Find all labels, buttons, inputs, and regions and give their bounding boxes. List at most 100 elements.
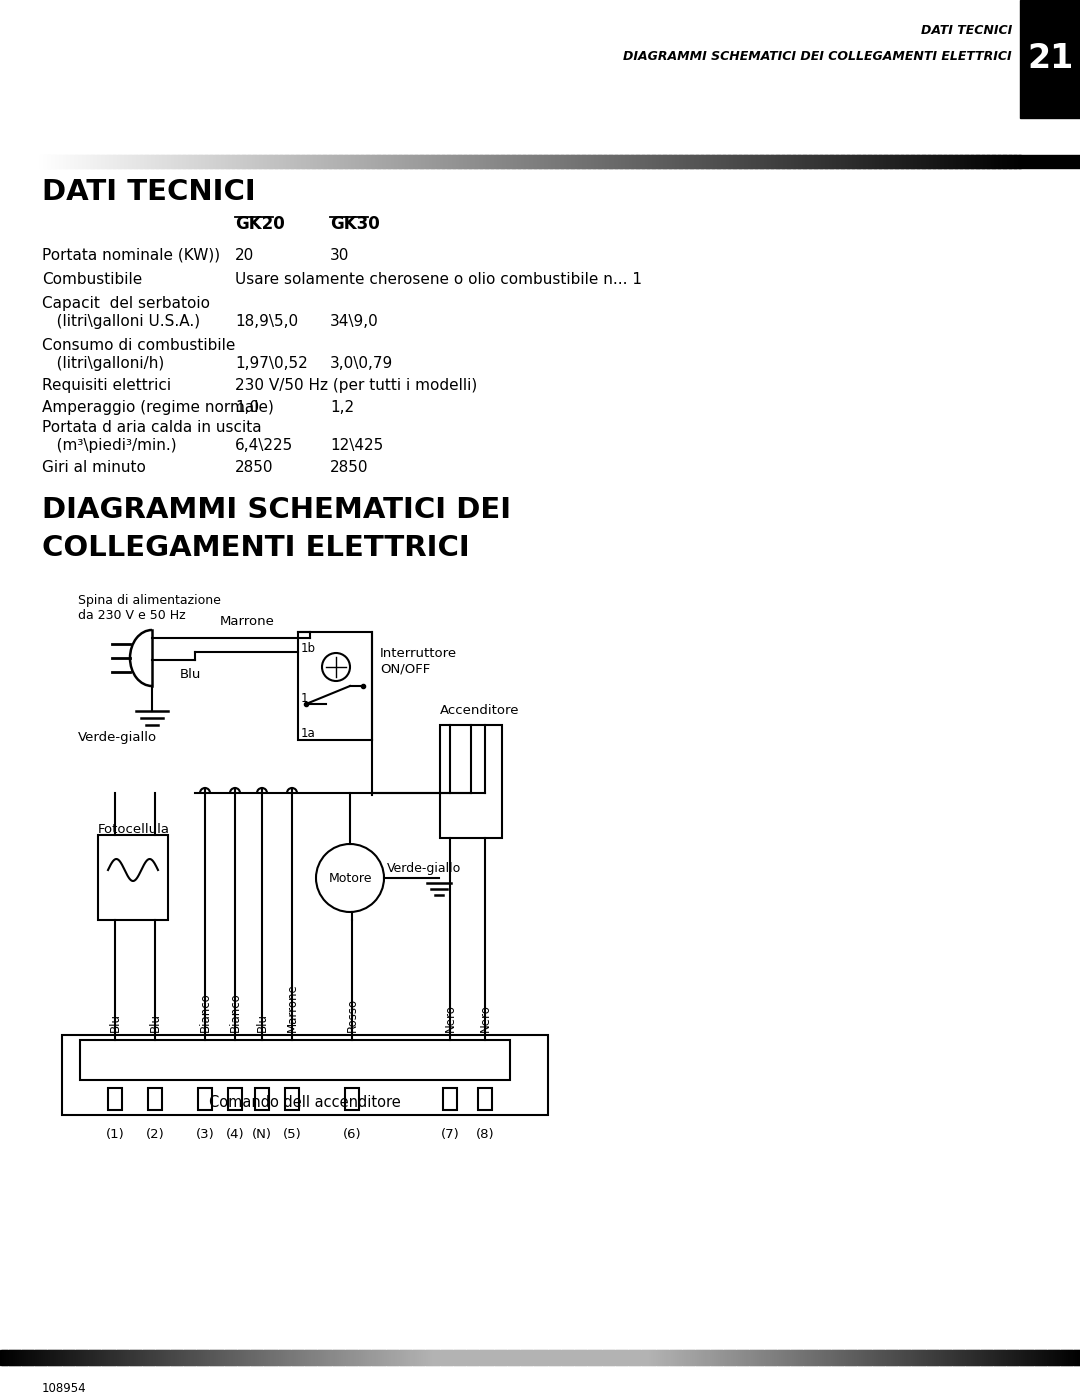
Bar [915, 155, 917, 168]
Bar [110, 155, 112, 168]
Bar [531, 1350, 535, 1365]
Bar [245, 155, 247, 168]
Bar [449, 1350, 453, 1365]
Text: da 230 V e 50 Hz: da 230 V e 50 Hz [78, 609, 186, 622]
Text: (4): (4) [226, 1127, 244, 1141]
Bar [988, 155, 990, 168]
Bar [286, 155, 288, 168]
Bar [900, 155, 902, 168]
Bar [1000, 1350, 1003, 1365]
Bar [314, 155, 316, 168]
Bar [454, 1350, 457, 1365]
Bar [881, 155, 883, 168]
Bar [631, 155, 633, 168]
Bar [444, 155, 446, 168]
Bar [959, 155, 961, 168]
Bar [658, 155, 660, 168]
Bar [311, 1350, 314, 1365]
Bar [920, 155, 922, 168]
Bar [549, 1350, 552, 1365]
Bar [676, 155, 678, 168]
Bar [127, 155, 130, 168]
Bar [558, 155, 561, 168]
Bar [823, 1350, 826, 1365]
Bar [1000, 155, 1002, 168]
Bar [217, 155, 219, 168]
Bar [604, 155, 606, 168]
Bar [917, 155, 919, 168]
Bar [907, 1350, 910, 1365]
Bar [534, 155, 536, 168]
Bar [767, 1350, 770, 1365]
Text: Spina di alimentazione: Spina di alimentazione [78, 594, 221, 608]
Text: Verde-giallo: Verde-giallo [78, 731, 157, 745]
Bar [556, 155, 558, 168]
Bar [701, 155, 703, 168]
Bar [521, 1350, 524, 1365]
Bar [953, 155, 955, 168]
Bar [321, 155, 323, 168]
Bar [726, 1350, 729, 1365]
Bar [421, 1350, 424, 1365]
Bar [800, 155, 802, 168]
Bar [318, 155, 320, 168]
Bar [538, 155, 540, 168]
Bar [732, 155, 735, 168]
Bar [851, 155, 853, 168]
Bar [246, 1350, 249, 1365]
Bar [500, 155, 502, 168]
Bar [510, 155, 512, 168]
Bar [613, 155, 616, 168]
Bar [575, 1350, 578, 1365]
Bar [856, 155, 859, 168]
Bar [81, 155, 83, 168]
Bar [222, 1350, 226, 1365]
Bar [719, 1350, 723, 1365]
Bar [754, 1350, 757, 1365]
Bar [279, 1350, 282, 1365]
Bar [717, 155, 719, 168]
Bar [650, 155, 652, 168]
Bar [635, 1350, 638, 1365]
Bar [1020, 155, 1080, 168]
Bar [1026, 1350, 1029, 1365]
Bar [918, 155, 920, 168]
Bar [941, 155, 943, 168]
Bar [83, 155, 85, 168]
Bar [102, 1350, 105, 1365]
Bar [515, 155, 517, 168]
Bar [691, 155, 693, 168]
Bar [562, 1350, 565, 1365]
Bar [64, 155, 66, 168]
Bar [1013, 155, 1015, 168]
Bar [914, 155, 916, 168]
Bar [62, 155, 64, 168]
Bar [1007, 1350, 1010, 1365]
Bar [602, 155, 604, 168]
Bar [281, 1350, 284, 1365]
Bar [583, 1350, 586, 1365]
Bar [306, 155, 308, 168]
Bar [302, 155, 305, 168]
Bar [203, 1350, 206, 1365]
Bar [819, 1350, 822, 1365]
Bar [224, 155, 226, 168]
Bar [474, 155, 476, 168]
Bar [875, 1350, 878, 1365]
Bar [238, 1350, 241, 1365]
Bar [255, 155, 257, 168]
Bar [107, 155, 109, 168]
Bar [873, 1350, 876, 1365]
Bar [840, 1350, 843, 1365]
Bar [523, 1350, 526, 1365]
Bar [278, 155, 280, 168]
Bar [109, 155, 111, 168]
Bar [916, 155, 918, 168]
Bar [225, 1350, 228, 1365]
Bar [86, 1350, 90, 1365]
Bar [13, 1350, 16, 1365]
Bar [199, 155, 201, 168]
Bar [67, 155, 70, 168]
Bar [335, 1350, 338, 1365]
Bar [663, 1350, 666, 1365]
